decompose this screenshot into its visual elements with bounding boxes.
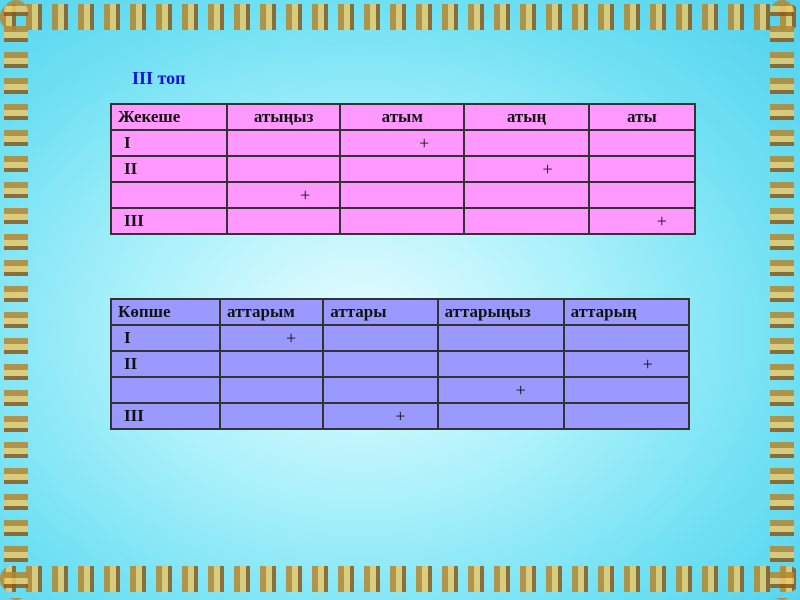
table-row: II + [109,155,697,183]
column-header: аттарың [562,298,691,326]
table-cell [322,324,439,352]
table-cell [322,376,439,404]
table-cell [219,376,325,404]
column-header: аттары [322,298,439,326]
table-cell [219,350,325,378]
table-cell [562,402,691,430]
table-cell: + [339,129,466,157]
row-label: II [109,155,229,183]
table-cell: + [436,376,565,404]
table-cell [339,207,466,235]
table-cell [562,376,691,404]
table-cell [587,129,697,157]
table-cell: + [226,181,342,209]
row-label [109,181,229,209]
table-cell [562,324,691,352]
table-cell [436,402,565,430]
table-cell [587,155,697,183]
table-cell: + [322,402,439,430]
table-row: I + [109,324,691,352]
column-header: атыңыз [226,103,342,131]
column-header: атым [339,103,466,131]
table-cell [322,350,439,378]
table-cell [219,402,325,430]
header-row: Жекеше атыңыз атым атың аты [109,103,697,131]
table-cell: + [562,350,691,378]
column-header: Көпше [109,298,222,326]
plural-table: Көпше аттарым аттары аттарыңыз аттарың I + II + +… [109,298,691,430]
table-cell: + [587,207,697,235]
row-label: I [109,324,222,352]
table-cell [226,155,342,183]
table-cell [587,181,697,209]
row-label: I [109,129,229,157]
row-label: II [109,350,222,378]
singular-table: Жекеше атыңыз атым атың аты I + II + + III + [109,103,697,235]
table-row: III + [109,207,697,235]
table-cell [463,207,590,235]
table-cell: + [219,324,325,352]
table-cell [436,324,565,352]
column-header: аттарым [219,298,325,326]
column-header: Жекеше [109,103,229,131]
table-row: + [109,181,697,209]
table-row: + [109,376,691,404]
table-row: III + [109,402,691,430]
table-cell [436,350,565,378]
column-header: аты [587,103,697,131]
slide-title: III топ [132,68,186,88]
header-row: Көпше аттарым аттары аттарыңыз аттарың [109,298,691,326]
table-cell [339,181,466,209]
table-cell [463,129,590,157]
table-cell [339,155,466,183]
row-label: III [109,402,222,430]
table-row: II + [109,350,691,378]
table-cell: + [463,155,590,183]
table-cell [463,181,590,209]
column-header: аттарыңыз [436,298,565,326]
table-cell [226,129,342,157]
column-header: атың [463,103,590,131]
table-row: I + [109,129,697,157]
row-label: III [109,207,229,235]
table-cell [226,207,342,235]
row-label [109,376,222,404]
